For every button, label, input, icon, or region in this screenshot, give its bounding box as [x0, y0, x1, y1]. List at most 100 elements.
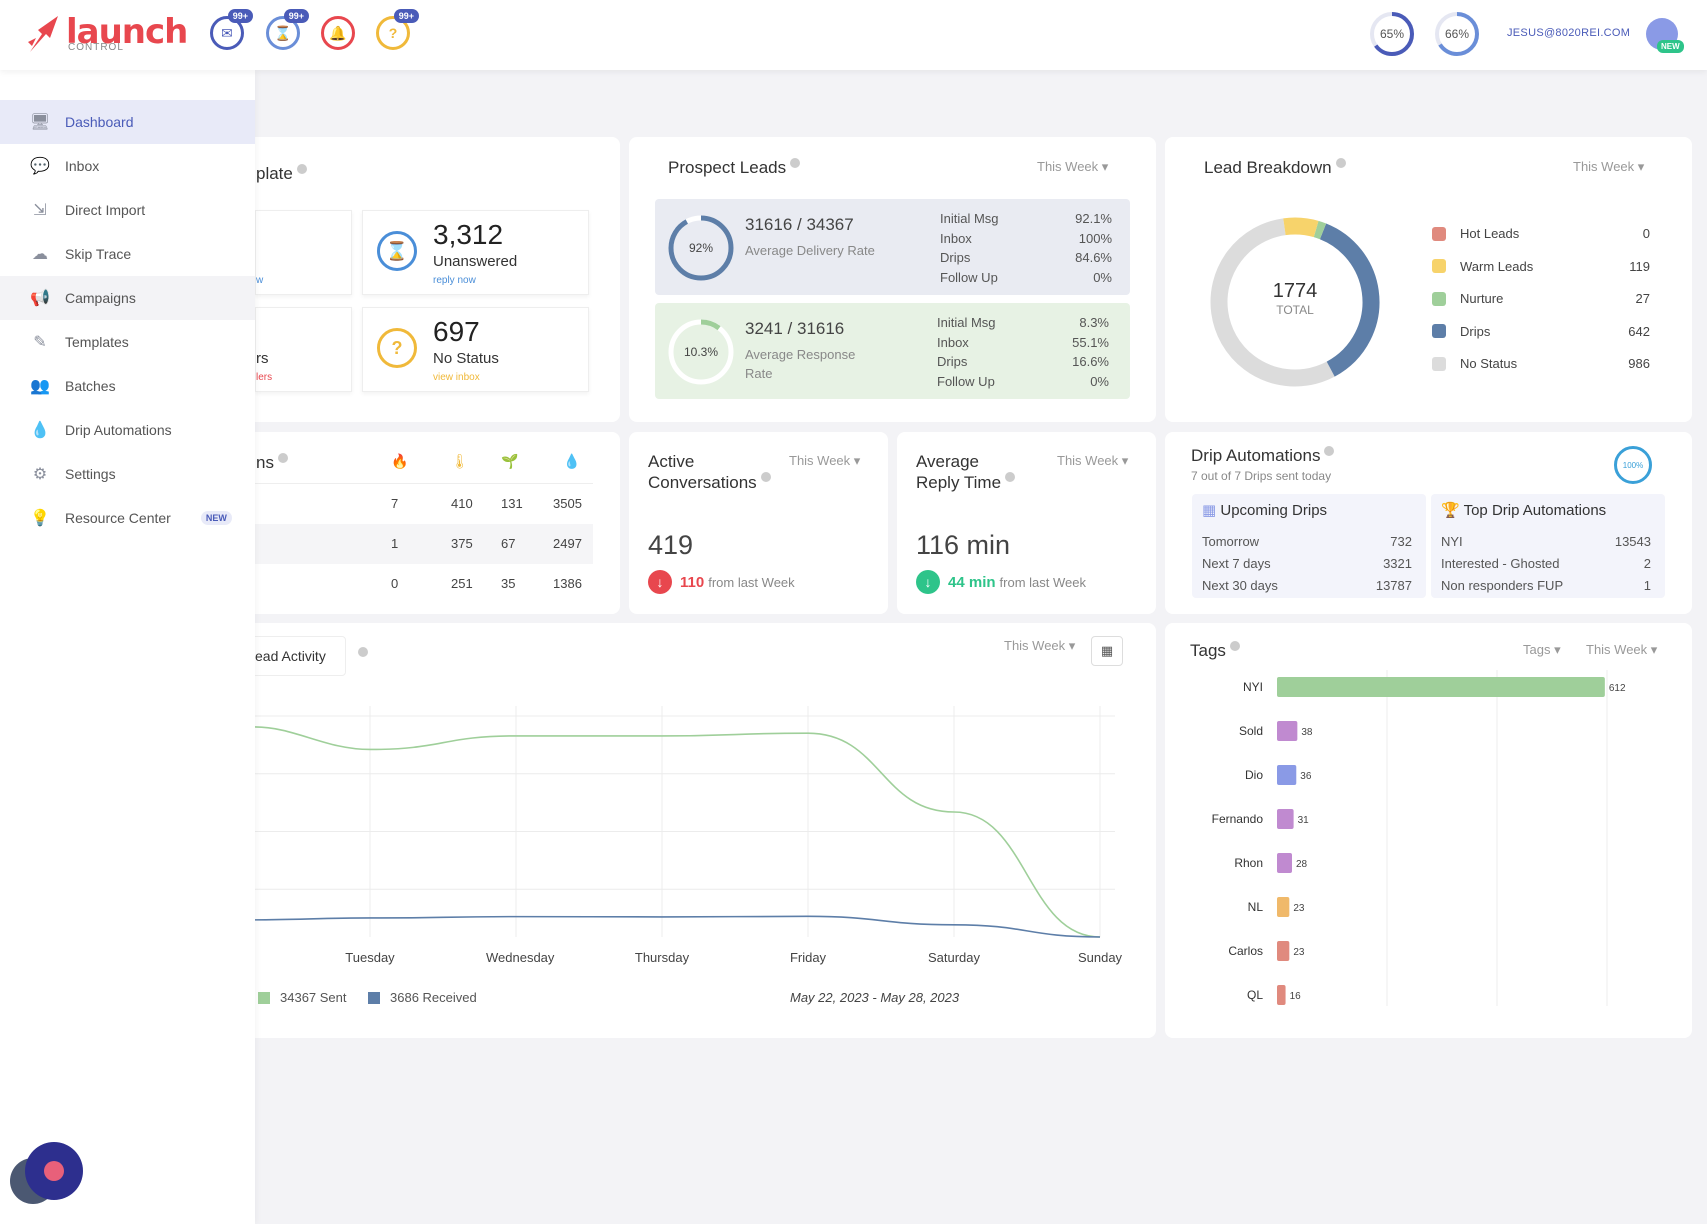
drip-row[interactable]: Tomorrow 732 [1202, 534, 1412, 549]
stat-row-label: Inbox [937, 334, 969, 350]
donut-slice-nurture[interactable] [1209, 216, 1381, 388]
messages-icon[interactable]: ✉ 99+ [210, 9, 253, 50]
unanswered-box[interactable]: ⌛ 3,312 Unanswered reply now [362, 210, 589, 295]
progress-ring[interactable]: 65% [1369, 11, 1415, 57]
stat-link[interactable]: w [256, 275, 264, 286]
info-icon[interactable] [790, 158, 801, 168]
unanswered-icon[interactable]: ⌛ 99+ [266, 9, 309, 50]
calendar-button[interactable]: ▦ [1091, 636, 1123, 666]
info-icon[interactable] [358, 647, 368, 657]
megaphone-icon: 📢 [30, 290, 50, 307]
tags-bar-chart: 612 38 36 31 28 23 23 16 [1277, 670, 1626, 1006]
stat-row-label: Drips [937, 354, 968, 369]
table-row[interactable]: 7 410 131 3505 [255, 484, 593, 524]
bar-ql[interactable] [1277, 985, 1286, 1005]
no-status-box[interactable]: ? 697 No Status view inbox [362, 307, 589, 392]
info-icon[interactable] [760, 472, 771, 482]
sidebar-item-skip-trace[interactable]: ☁ Skip Trace [0, 232, 255, 276]
reply-now-link[interactable]: reply now [433, 275, 476, 286]
sidebar-item-settings[interactable]: ⚙ Settings [0, 452, 255, 496]
donut-slice-warm-leads[interactable] [1209, 216, 1381, 388]
bar-nyi[interactable] [1277, 677, 1605, 697]
notification-glyph: 🔔 [329, 24, 347, 41]
sidebar-item-dashboard[interactable]: 🖥 Dashboard [0, 100, 255, 144]
table-cell: 410 [451, 496, 473, 511]
legend-item[interactable]: Warm Leads 119 [1432, 259, 1650, 274]
drip-row-label: Non responders FUP [1441, 578, 1564, 593]
legend-item[interactable]: Nurture 27 [1432, 291, 1650, 306]
stat-box[interactable]: w [255, 210, 352, 295]
period-dropdown[interactable]: This Week ▾ [1573, 159, 1645, 174]
notification-glyph: ? [388, 25, 398, 41]
donut-slice-drips[interactable] [1209, 216, 1381, 388]
legend-item[interactable]: No Status 986 [1432, 356, 1650, 371]
info-icon[interactable] [1229, 641, 1240, 651]
info-icon[interactable] [277, 453, 288, 463]
period-dropdown[interactable]: This Week ▾ [789, 453, 861, 468]
period-dropdown[interactable]: This Week ▾ [1057, 453, 1129, 468]
donut-slice-hot-leads[interactable] [1209, 216, 1381, 388]
progress-ring[interactable]: 66% [1434, 11, 1480, 57]
stat-row-value: 8.3% [1079, 315, 1109, 330]
no-status-icon[interactable]: ? 99+ [376, 9, 419, 50]
drip-row-label: Tomorrow [1202, 534, 1260, 549]
legend-item[interactable]: Hot Leads 0 [1432, 226, 1650, 241]
sidebar-item-batches[interactable]: 👥 Batches [0, 364, 255, 408]
divider [255, 483, 593, 484]
drip-row[interactable]: Non responders FUP 1 [1441, 578, 1651, 593]
user-email[interactable]: JESUS@8020REI.COM [1507, 27, 1631, 39]
bar-value-label: 31 [1298, 815, 1310, 826]
info-icon[interactable] [1005, 472, 1016, 482]
drip-progress-ring: 100% [1614, 446, 1652, 484]
tags-filter-dropdown[interactable]: Tags ▾ [1523, 642, 1561, 657]
sidebar-item-drip-automations[interactable]: 💧 Drip Automations [0, 408, 255, 452]
sidebar-item-campaigns[interactable]: 📢 Campaigns [0, 276, 255, 320]
logo[interactable]: launch CONTROL [24, 12, 188, 56]
alerts-icon[interactable]: 🔔 [321, 16, 355, 50]
bar-sold[interactable] [1277, 721, 1298, 741]
table-row[interactable]: 0 251 35 1386 [255, 564, 593, 604]
drip-row[interactable]: Interested - Ghosted 2 [1441, 556, 1651, 571]
legend-label: Hot Leads [1460, 226, 1520, 241]
notification-glyph: ✉ [221, 24, 233, 41]
drip-row[interactable]: Next 30 days 13787 [1202, 578, 1412, 593]
reply-time-card [897, 432, 1156, 614]
legend-swatch [258, 991, 270, 1004]
lead-activity-chart [255, 706, 1115, 938]
sidebar-item-templates[interactable]: ✎ Templates [0, 320, 255, 364]
period-dropdown[interactable]: This Week ▾ [1004, 638, 1076, 653]
drip-row[interactable]: Next 7 days 3321 [1202, 556, 1412, 571]
bar-rhon[interactable] [1277, 853, 1292, 873]
no-status-label: No Status [433, 350, 499, 367]
series-line-sent [255, 726, 1101, 938]
sidebar-item-resource-center[interactable]: 💡 Resource Center NEW [0, 496, 255, 540]
info-icon[interactable] [1324, 446, 1335, 456]
stat-link[interactable]: lers [256, 372, 273, 383]
view-inbox-link[interactable]: view inbox [433, 372, 480, 383]
info-icon[interactable] [1335, 158, 1346, 168]
tab-lead-activity[interactable]: ead Activity [240, 636, 346, 676]
bar-value-label: 28 [1296, 859, 1308, 870]
sidebar-item-direct-import[interactable]: ⇲ Direct Import [0, 188, 255, 232]
bar-category-label: NYI [1242, 680, 1263, 694]
chat-button[interactable] [25, 1142, 83, 1200]
bar-fernando[interactable] [1277, 809, 1294, 829]
bar-dio[interactable] [1277, 765, 1297, 785]
sidebar-item-inbox[interactable]: 💬 Inbox [0, 144, 255, 188]
drip-row[interactable]: NYI 13543 [1441, 534, 1651, 549]
period-dropdown[interactable]: This Week ▾ [1586, 642, 1658, 657]
table-row[interactable]: 1 375 67 2497 [255, 524, 593, 564]
table-cell: 0 [391, 576, 399, 591]
top-drips-panel: 🏆 Top Drip Automations NYI 13543 Intereste… [1431, 494, 1665, 598]
donut-slice-no-status[interactable] [1209, 216, 1381, 388]
progress-label: 66% [1444, 27, 1470, 41]
table-cell: 67 [501, 536, 516, 551]
info-icon[interactable] [296, 164, 307, 174]
logo-subtitle: CONTROL [68, 42, 124, 53]
bar-carlos[interactable] [1277, 941, 1290, 961]
bar-category-label: Rhon [1234, 856, 1263, 870]
legend-item[interactable]: Drips 642 [1432, 324, 1650, 339]
stat-box[interactable]: rs lers [255, 307, 352, 392]
period-dropdown[interactable]: This Week ▾ [1037, 159, 1109, 174]
bar-nl[interactable] [1277, 897, 1290, 917]
